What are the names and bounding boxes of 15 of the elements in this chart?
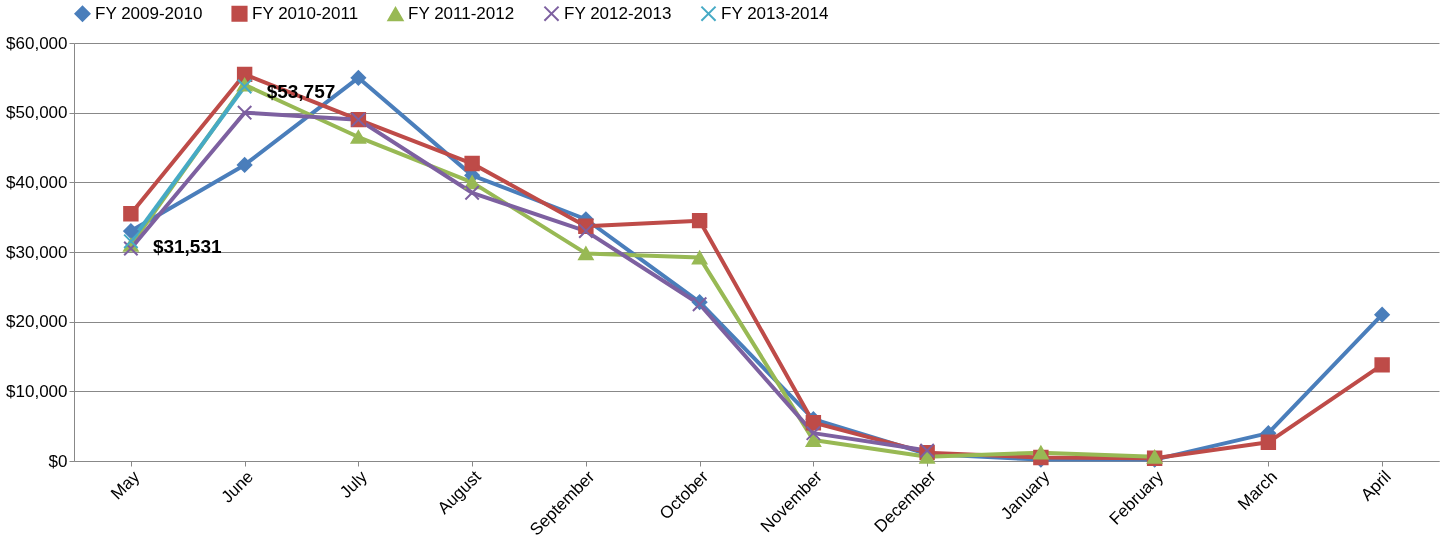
legend-label: FY 2011-2012 <box>408 4 515 24</box>
y-tick-label: $10,000 <box>6 381 68 401</box>
y-tick-label: $60,000 <box>6 33 68 53</box>
legend-label: FY 2010-2011 <box>252 3 359 23</box>
y-tick-label: $40,000 <box>6 172 68 192</box>
annotation: $31,531 <box>152 236 222 258</box>
y-tick-label: $20,000 <box>6 312 68 332</box>
y-tick-label: $0 <box>48 451 68 471</box>
legend-label: FY 2013-2014 <box>721 3 829 23</box>
legend-label: FY 2009-2010 <box>95 3 203 23</box>
x-tick-label: July <box>336 466 372 502</box>
legend-label: FY 2012-2013 <box>564 3 672 23</box>
y-tick-label: $30,000 <box>6 242 68 262</box>
x-tick-label: May <box>107 466 144 504</box>
y-tick-label: $50,000 <box>6 103 68 123</box>
